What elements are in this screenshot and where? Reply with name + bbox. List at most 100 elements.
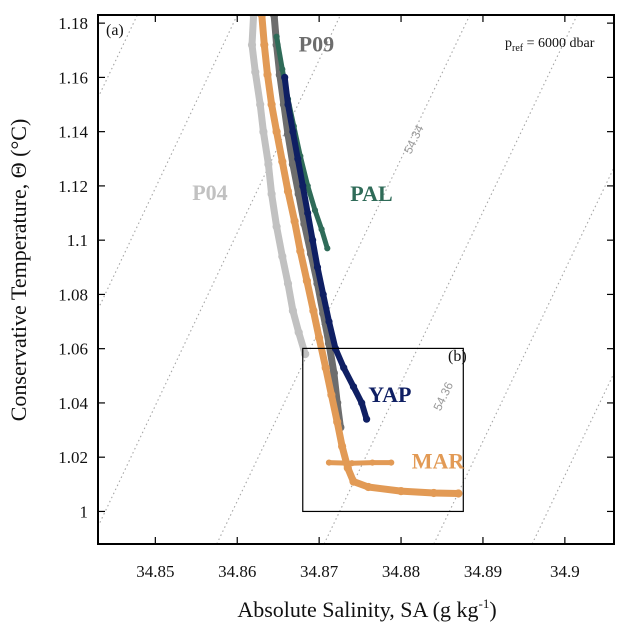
series-p04-point-2	[247, 40, 257, 49]
series-yap-point-4	[294, 155, 302, 163]
series-p04-point-10	[283, 279, 293, 288]
axis-ticks: 34.85 34.86 34.87 34.88 34.89 34.9 1 1.02 1.04 1.…	[58, 14, 614, 581]
isopycnal-line-7	[531, 372, 614, 544]
series-mar-point-5	[272, 127, 281, 136]
series-p04-point-8	[272, 222, 281, 231]
series-yap-point-9	[319, 290, 327, 298]
series-p04-point-6	[264, 160, 273, 169]
x-tick-label-5: 34.89	[464, 562, 502, 581]
series-p04-point-11	[288, 306, 297, 315]
series-mar-point-17	[343, 463, 352, 473]
pref-prefix: p	[505, 36, 512, 51]
series-yap-point-1	[281, 73, 289, 81]
isopycnal-line-3	[98, 15, 138, 98]
series-pal-point-6	[304, 182, 311, 189]
series-p04-point-5	[259, 127, 268, 136]
x-tick-label-6: 34.9	[550, 562, 580, 581]
series-p04-point-9	[278, 252, 287, 261]
x-tick-label-2: 34.86	[218, 562, 256, 581]
x-axis-title: Absolute Salinity, SA (g kg-1)	[237, 596, 496, 622]
isopycnal-line-6	[433, 167, 614, 544]
x-tick-label-1: 34.85	[136, 562, 174, 581]
series-yap-point-8	[313, 263, 322, 271]
pref-suffix: = 6000 dbar	[523, 36, 595, 51]
series-yap-point-2	[284, 100, 292, 109]
y-axis-title: Conservative Temperature, Θ (°C)	[6, 119, 31, 422]
series-label-pal: PAL	[350, 181, 392, 206]
series-mar-branch-point-3	[369, 459, 376, 466]
isopycnal-label-54-34: 54.34	[401, 123, 427, 156]
inset-tag: (b)	[448, 348, 467, 365]
series-yap-point-5	[299, 182, 307, 190]
series-mar-point-10	[302, 276, 311, 285]
y-tick-label-1: 1	[80, 502, 89, 521]
series-p04-point-1	[249, 15, 258, 20]
series-mar-point-9	[296, 246, 305, 256]
series-mar-point-14	[327, 390, 336, 399]
isopycnal-line-2	[98, 15, 238, 310]
series-p04-point-12	[294, 328, 303, 337]
series-mar-point-2	[260, 40, 269, 49]
series-pal-point-8	[318, 226, 325, 233]
series-mar-point-3	[263, 70, 272, 79]
series-mar-branch-point-1	[325, 459, 333, 466]
y-tick-label-7: 1.12	[58, 177, 88, 196]
series-labels: P04 P09 PAL YAP MAR	[192, 31, 465, 473]
series-label-p04: P04	[192, 180, 227, 205]
x-axis-title-main: Absolute Salinity, SA (g kg	[237, 597, 478, 622]
series-mar-point-7	[283, 187, 293, 196]
series-mar-point-8	[290, 217, 299, 226]
series-mar-point-1	[257, 15, 266, 20]
series-mar-branch-line	[326, 460, 394, 466]
series-mar-point-20	[396, 487, 406, 496]
series-yap-point-13	[349, 383, 358, 391]
reference-pressure-note: pref = 6000 dbar	[505, 36, 595, 54]
series-mar-point-18	[349, 477, 358, 486]
series-mar-line	[258, 15, 462, 497]
series-p09-point-7	[294, 189, 303, 199]
y-tick-label-5: 1.08	[58, 285, 88, 304]
series-label-yap: YAP	[368, 382, 411, 407]
series-mar-point-6	[278, 157, 287, 166]
isopycnal-line-5	[323, 15, 578, 544]
x-tick-label-4: 34.88	[382, 562, 420, 581]
series-mar-point-11	[309, 306, 318, 315]
y-tick-label-2: 1.02	[58, 448, 88, 467]
y-tick-label-6: 1.1	[67, 231, 88, 250]
pref-subscript: ref	[512, 43, 524, 54]
series-yap-point-7	[309, 236, 317, 244]
series-mar-branch-point-4	[388, 459, 395, 466]
x-axis-title-superscript: -1	[479, 596, 490, 611]
series-mar-point-13	[321, 363, 330, 372]
series-pal-point-9	[324, 245, 331, 252]
series-label-p09: P09	[299, 31, 334, 56]
series-p09-point-1	[270, 15, 279, 20]
series-mar-point-21	[429, 488, 438, 498]
series-p09-point-6	[288, 160, 297, 169]
series-yap-point-12	[340, 364, 348, 372]
isopycnal-label-54-36: 54.36	[430, 379, 456, 412]
series-yap-point-14	[358, 399, 366, 407]
series-mar-point-4	[267, 100, 276, 109]
series-label-mar: MAR	[412, 449, 466, 474]
series-yap-point-3	[289, 128, 297, 136]
panel-tag: (a)	[106, 22, 124, 39]
series-mar-point-22	[454, 489, 463, 498]
data-series	[247, 15, 463, 498]
series-mar-branch-point-2	[348, 460, 355, 467]
x-tick-label-3: 34.87	[300, 562, 339, 581]
y-tick-label-4: 1.06	[58, 340, 88, 359]
series-mar-point-19	[364, 482, 373, 492]
y-tick-label-10: 1.18	[58, 14, 88, 33]
y-tick-label-9: 1.16	[58, 68, 88, 87]
y-tick-label-8: 1.14	[58, 123, 88, 142]
series-yap-point-15	[363, 415, 371, 423]
series-mar-point-12	[315, 333, 324, 342]
inset-region-box	[302, 347, 464, 513]
plot-frame	[97, 14, 615, 545]
series-p04-point-3	[251, 67, 260, 77]
series-yap-point-6	[304, 209, 312, 217]
series-pal-point-1	[273, 33, 280, 40]
series-mar-point-15	[333, 417, 342, 426]
